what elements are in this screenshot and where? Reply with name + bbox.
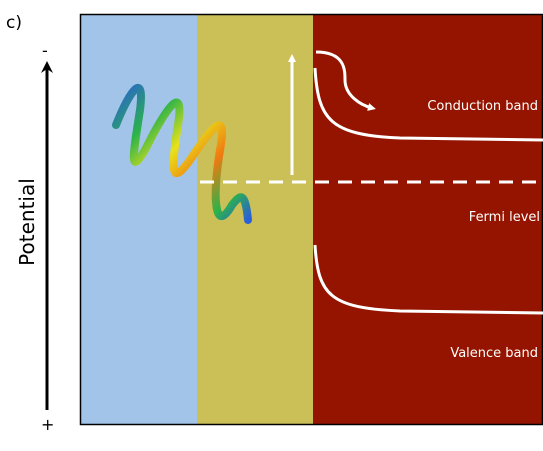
bottom-sign: + — [41, 415, 54, 434]
metal-region — [80, 14, 197, 425]
oxide-region — [197, 14, 313, 425]
conduction-band-label: Conduction band — [427, 99, 538, 114]
valence-band-label: Valence band — [450, 346, 538, 361]
panel-label: c) — [6, 13, 22, 33]
axis-title: Potential — [15, 178, 39, 266]
top-sign: - — [42, 41, 48, 60]
diagram: c) - + Potential Conduction band Fermi l… — [0, 0, 543, 451]
fermi-level-label: Fermi level — [469, 210, 540, 225]
